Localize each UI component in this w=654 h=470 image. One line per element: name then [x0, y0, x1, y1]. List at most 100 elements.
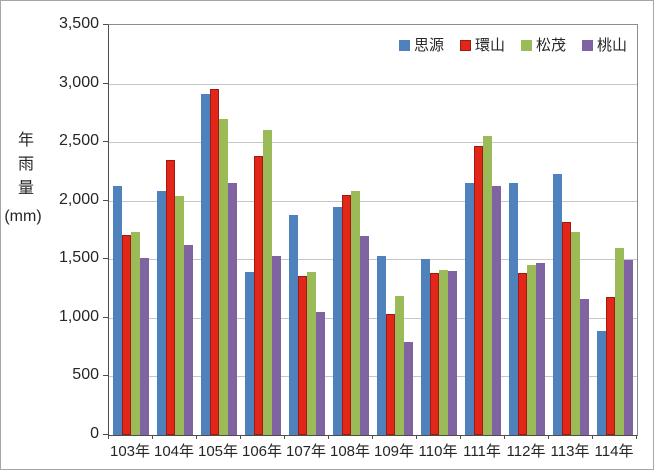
y-axis-title: 年雨量: [15, 131, 32, 203]
bar-松茂-111年: [483, 136, 492, 435]
y-axis-unit: (mm): [4, 208, 42, 225]
x-tick-mark: [240, 435, 241, 439]
bar-桃山-105年: [228, 183, 237, 435]
x-tick-label: 107年: [285, 443, 327, 460]
bar-環山-109年: [386, 314, 395, 435]
x-tick-mark: [460, 435, 461, 439]
x-tick-label: 112年: [506, 443, 546, 460]
x-tick-mark: [372, 435, 373, 439]
bar-環山-104年: [166, 159, 175, 435]
x-tick-mark: [416, 435, 417, 439]
legend-marker-icon: [398, 40, 410, 51]
x-tick-label: 103年: [109, 443, 151, 460]
legend-marker-icon: [459, 40, 471, 51]
legend-label: 思源: [413, 37, 444, 54]
gridline: [109, 376, 637, 378]
x-tick-mark: [328, 435, 329, 439]
y-tick-label: 500: [72, 366, 99, 384]
bar-環山-112年: [518, 273, 527, 435]
bar-思源-105年: [201, 94, 210, 435]
y-tick-label: 3,500: [58, 15, 99, 32]
gridline: [109, 259, 637, 261]
x-tick-mark: [152, 435, 153, 439]
legend-label: 松茂: [535, 37, 566, 54]
bar-桃山-106年: [272, 255, 281, 435]
y-tick-label: 1,000: [58, 307, 99, 325]
bar-松茂-108年: [351, 191, 360, 435]
bar-松茂-104年: [175, 196, 184, 435]
bar-松茂-106年: [263, 130, 272, 435]
y-tick-label: 1,500: [58, 249, 99, 267]
bar-松茂-103年: [131, 232, 140, 435]
bar-環山-105年: [210, 89, 219, 435]
legend-marker-icon: [581, 40, 593, 51]
bar-松茂-107年: [307, 272, 316, 435]
y-tick-label: 2,000: [58, 190, 99, 208]
gridline: [109, 317, 637, 319]
x-tick-label: 106年: [241, 443, 283, 460]
legend-item-松茂: 松茂: [520, 37, 566, 54]
x-tick-label: 109年: [373, 443, 415, 460]
bar-桃山-104年: [184, 245, 193, 435]
bar-環山-113年: [562, 221, 571, 435]
bar-環山-111年: [474, 145, 483, 435]
bar-環山-107年: [298, 275, 307, 435]
bar-松茂-112年: [527, 265, 536, 435]
bar-桃山-109年: [404, 342, 413, 435]
bar-思源-112年: [509, 183, 518, 435]
bar-思源-110年: [421, 259, 430, 435]
bar-桃山-113年: [580, 299, 589, 435]
bar-思源-103年: [113, 185, 122, 435]
x-tick-mark: [196, 435, 197, 439]
bar-環山-103年: [122, 234, 131, 435]
bar-環山-108年: [342, 194, 351, 435]
bar-思源-104年: [157, 191, 166, 435]
plot-area: [108, 24, 638, 436]
legend-item-桃山: 桃山: [581, 37, 627, 54]
legend-label: 桃山: [596, 37, 627, 54]
bar-思源-111年: [465, 183, 474, 435]
y-tick-mark: [103, 141, 108, 143]
x-tick-mark: [592, 435, 593, 439]
x-tick-label: 111年: [463, 443, 501, 460]
bar-桃山-114年: [624, 260, 633, 435]
bar-思源-113年: [553, 173, 562, 435]
legend-marker-icon: [520, 40, 532, 51]
x-tick-label: 113年: [550, 443, 590, 460]
y-tick-label: 2,500: [58, 132, 99, 150]
y-tick-mark: [103, 258, 108, 260]
bar-環山-110年: [430, 273, 439, 435]
x-tick-label: 114年: [594, 443, 634, 460]
y-tick-mark: [103, 199, 108, 201]
y-tick-mark: [103, 316, 108, 318]
bar-思源-109年: [377, 255, 386, 435]
x-tick-label: 110年: [418, 443, 458, 460]
y-tick-mark: [103, 375, 108, 377]
bar-松茂-114年: [615, 247, 624, 435]
bar-環山-106年: [254, 156, 263, 435]
bar-桃山-108年: [360, 235, 369, 435]
bar-松茂-113年: [571, 232, 580, 435]
y-tick-label: 0: [90, 425, 99, 442]
bar-桃山-103年: [140, 258, 149, 435]
gridline: [109, 83, 637, 85]
x-tick-label: 105年: [197, 443, 239, 460]
bar-環山-114年: [606, 296, 615, 435]
bar-思源-114年: [597, 330, 606, 435]
legend: 思源 環山 松茂 桃山: [398, 37, 627, 54]
legend-label: 環山: [474, 37, 505, 54]
legend-item-環山: 環山: [459, 37, 505, 54]
x-tick-mark: [636, 435, 637, 439]
x-tick-mark: [504, 435, 505, 439]
bar-思源-106年: [245, 272, 254, 435]
bar-思源-107年: [289, 214, 298, 435]
x-tick-mark: [548, 435, 549, 439]
bar-桃山-110年: [448, 271, 457, 435]
y-tick-label: 3,000: [58, 73, 99, 91]
bar-桃山-107年: [316, 312, 325, 435]
y-tick-mark: [103, 434, 108, 435]
y-tick-mark: [103, 82, 108, 84]
bar-松茂-110年: [439, 269, 448, 435]
y-tick-mark: [103, 24, 108, 25]
x-tick-label: 104年: [153, 443, 195, 460]
